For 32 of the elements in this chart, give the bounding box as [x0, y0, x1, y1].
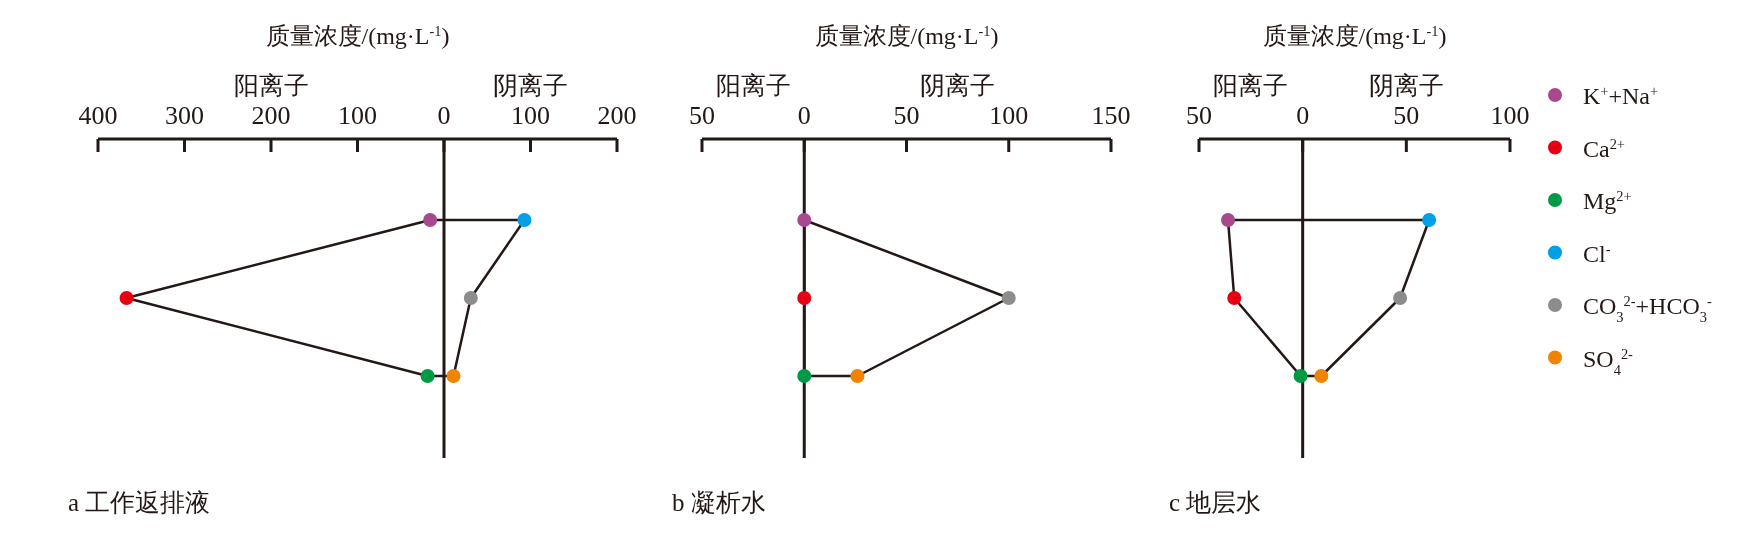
x-tick-label: 50	[689, 101, 715, 130]
x-tick-label: 50	[1186, 101, 1212, 130]
text: a 工作返排液	[68, 489, 211, 516]
legend-label: K$^{+}$+Na$^{+}$	[1583, 83, 1659, 109]
x-tick-label: 100	[1490, 101, 1530, 130]
x-axis-title: 质量浓度/(mg·L$^{-1}$)	[265, 23, 450, 49]
x-tick-label: 100	[511, 101, 550, 130]
text: 阳离子	[715, 72, 791, 99]
x-tick-label: 200	[597, 101, 637, 130]
x-tick-label: 50	[893, 101, 920, 130]
x-tick-label: 0	[437, 101, 451, 130]
text: c 地层水	[1169, 489, 1262, 516]
x-tick-label: 0	[797, 101, 811, 130]
text: b 凝析水	[672, 489, 766, 516]
x-tick-label: 100	[989, 101, 1029, 130]
text: 阴离子	[493, 72, 568, 99]
legend-label: Ca$^{2+}$	[1583, 135, 1625, 162]
legend-label: Mg$^{2+}$	[1583, 188, 1632, 214]
x-tick-label: 50	[1393, 101, 1420, 130]
x-axis-title: 质量浓度/(mg·L$^{-1}$)	[1262, 23, 1447, 49]
x-axis-title: 质量浓度/(mg·L$^{-1}$)	[814, 23, 999, 49]
x-tick-label: 150	[1091, 101, 1131, 130]
legend-label: Cl$^{-}$	[1583, 240, 1611, 267]
x-tick-label: 200	[251, 101, 291, 130]
x-tick-label: 300	[165, 101, 204, 130]
text: 阴离子	[1368, 72, 1444, 99]
text: 阳离子	[1213, 72, 1289, 99]
text: 阳离子	[233, 72, 309, 99]
x-tick-label: 100	[338, 101, 377, 130]
x-tick-label: 0	[1296, 101, 1310, 130]
text: 阴离子	[920, 72, 996, 99]
x-tick-label: 400	[78, 101, 118, 130]
